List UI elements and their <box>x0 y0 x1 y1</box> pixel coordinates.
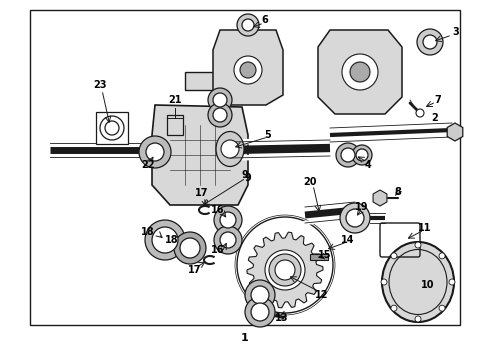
Circle shape <box>100 116 124 140</box>
Circle shape <box>105 121 119 135</box>
Ellipse shape <box>216 131 244 166</box>
Circle shape <box>439 253 445 259</box>
Text: 19: 19 <box>355 202 369 212</box>
Circle shape <box>240 62 256 78</box>
Text: 22: 22 <box>141 160 155 170</box>
Circle shape <box>180 238 200 258</box>
Polygon shape <box>213 30 283 105</box>
Circle shape <box>208 88 232 112</box>
Text: 5: 5 <box>265 130 271 140</box>
Text: 9: 9 <box>245 173 251 183</box>
Text: 6: 6 <box>262 15 269 25</box>
Text: 17: 17 <box>195 188 209 198</box>
Text: 14: 14 <box>341 235 355 245</box>
Circle shape <box>439 305 445 311</box>
Polygon shape <box>318 30 402 114</box>
Text: 23: 23 <box>93 80 107 90</box>
Circle shape <box>214 226 242 254</box>
Text: 9: 9 <box>242 170 248 180</box>
Circle shape <box>415 242 421 248</box>
Polygon shape <box>247 232 323 308</box>
Circle shape <box>336 143 360 167</box>
Circle shape <box>275 260 295 280</box>
Bar <box>30 10 460 325</box>
Circle shape <box>269 254 301 286</box>
Text: 20: 20 <box>303 177 317 187</box>
Circle shape <box>220 212 236 228</box>
Circle shape <box>381 279 387 285</box>
Text: 21: 21 <box>168 95 182 105</box>
Text: 10: 10 <box>421 280 435 290</box>
Circle shape <box>220 232 236 248</box>
Text: 12: 12 <box>315 290 329 300</box>
Text: 7: 7 <box>435 95 441 105</box>
Polygon shape <box>447 123 463 141</box>
Circle shape <box>265 250 305 290</box>
Circle shape <box>237 14 259 36</box>
Circle shape <box>214 206 242 234</box>
Circle shape <box>242 19 254 31</box>
Circle shape <box>346 209 364 227</box>
Polygon shape <box>373 190 387 206</box>
Circle shape <box>245 280 275 310</box>
Circle shape <box>213 108 227 122</box>
Circle shape <box>145 220 185 260</box>
Bar <box>96 112 128 144</box>
Circle shape <box>415 316 421 322</box>
Text: 16: 16 <box>211 205 225 215</box>
Text: 1: 1 <box>241 333 249 343</box>
Circle shape <box>146 143 164 161</box>
Text: 18: 18 <box>141 227 155 237</box>
Text: 4: 4 <box>365 160 371 170</box>
Text: 11: 11 <box>418 223 432 233</box>
Text: 2: 2 <box>432 113 439 123</box>
Text: 16: 16 <box>211 245 225 255</box>
Circle shape <box>350 62 370 82</box>
Bar <box>167 115 183 135</box>
Circle shape <box>174 232 206 264</box>
Circle shape <box>342 54 378 90</box>
Bar <box>310 254 328 260</box>
Ellipse shape <box>382 242 454 322</box>
Circle shape <box>341 148 355 162</box>
Circle shape <box>340 203 370 233</box>
Circle shape <box>234 56 262 84</box>
Text: 3: 3 <box>452 27 459 37</box>
Circle shape <box>221 140 239 158</box>
Circle shape <box>423 35 437 49</box>
Text: 18: 18 <box>165 235 179 245</box>
Text: 13: 13 <box>275 313 289 323</box>
Circle shape <box>416 109 424 117</box>
Circle shape <box>245 297 275 327</box>
Circle shape <box>152 227 178 253</box>
Polygon shape <box>152 105 248 205</box>
Circle shape <box>208 103 232 127</box>
Text: 8: 8 <box>394 187 401 197</box>
Circle shape <box>251 286 269 304</box>
Circle shape <box>139 136 171 168</box>
Bar <box>185 72 215 90</box>
Circle shape <box>251 303 269 321</box>
Circle shape <box>449 279 455 285</box>
Text: 15: 15 <box>318 250 332 260</box>
Circle shape <box>352 145 372 165</box>
Text: 17: 17 <box>188 265 202 275</box>
Circle shape <box>391 253 397 259</box>
Circle shape <box>213 93 227 107</box>
Circle shape <box>356 149 368 161</box>
Circle shape <box>417 29 443 55</box>
Circle shape <box>391 305 397 311</box>
